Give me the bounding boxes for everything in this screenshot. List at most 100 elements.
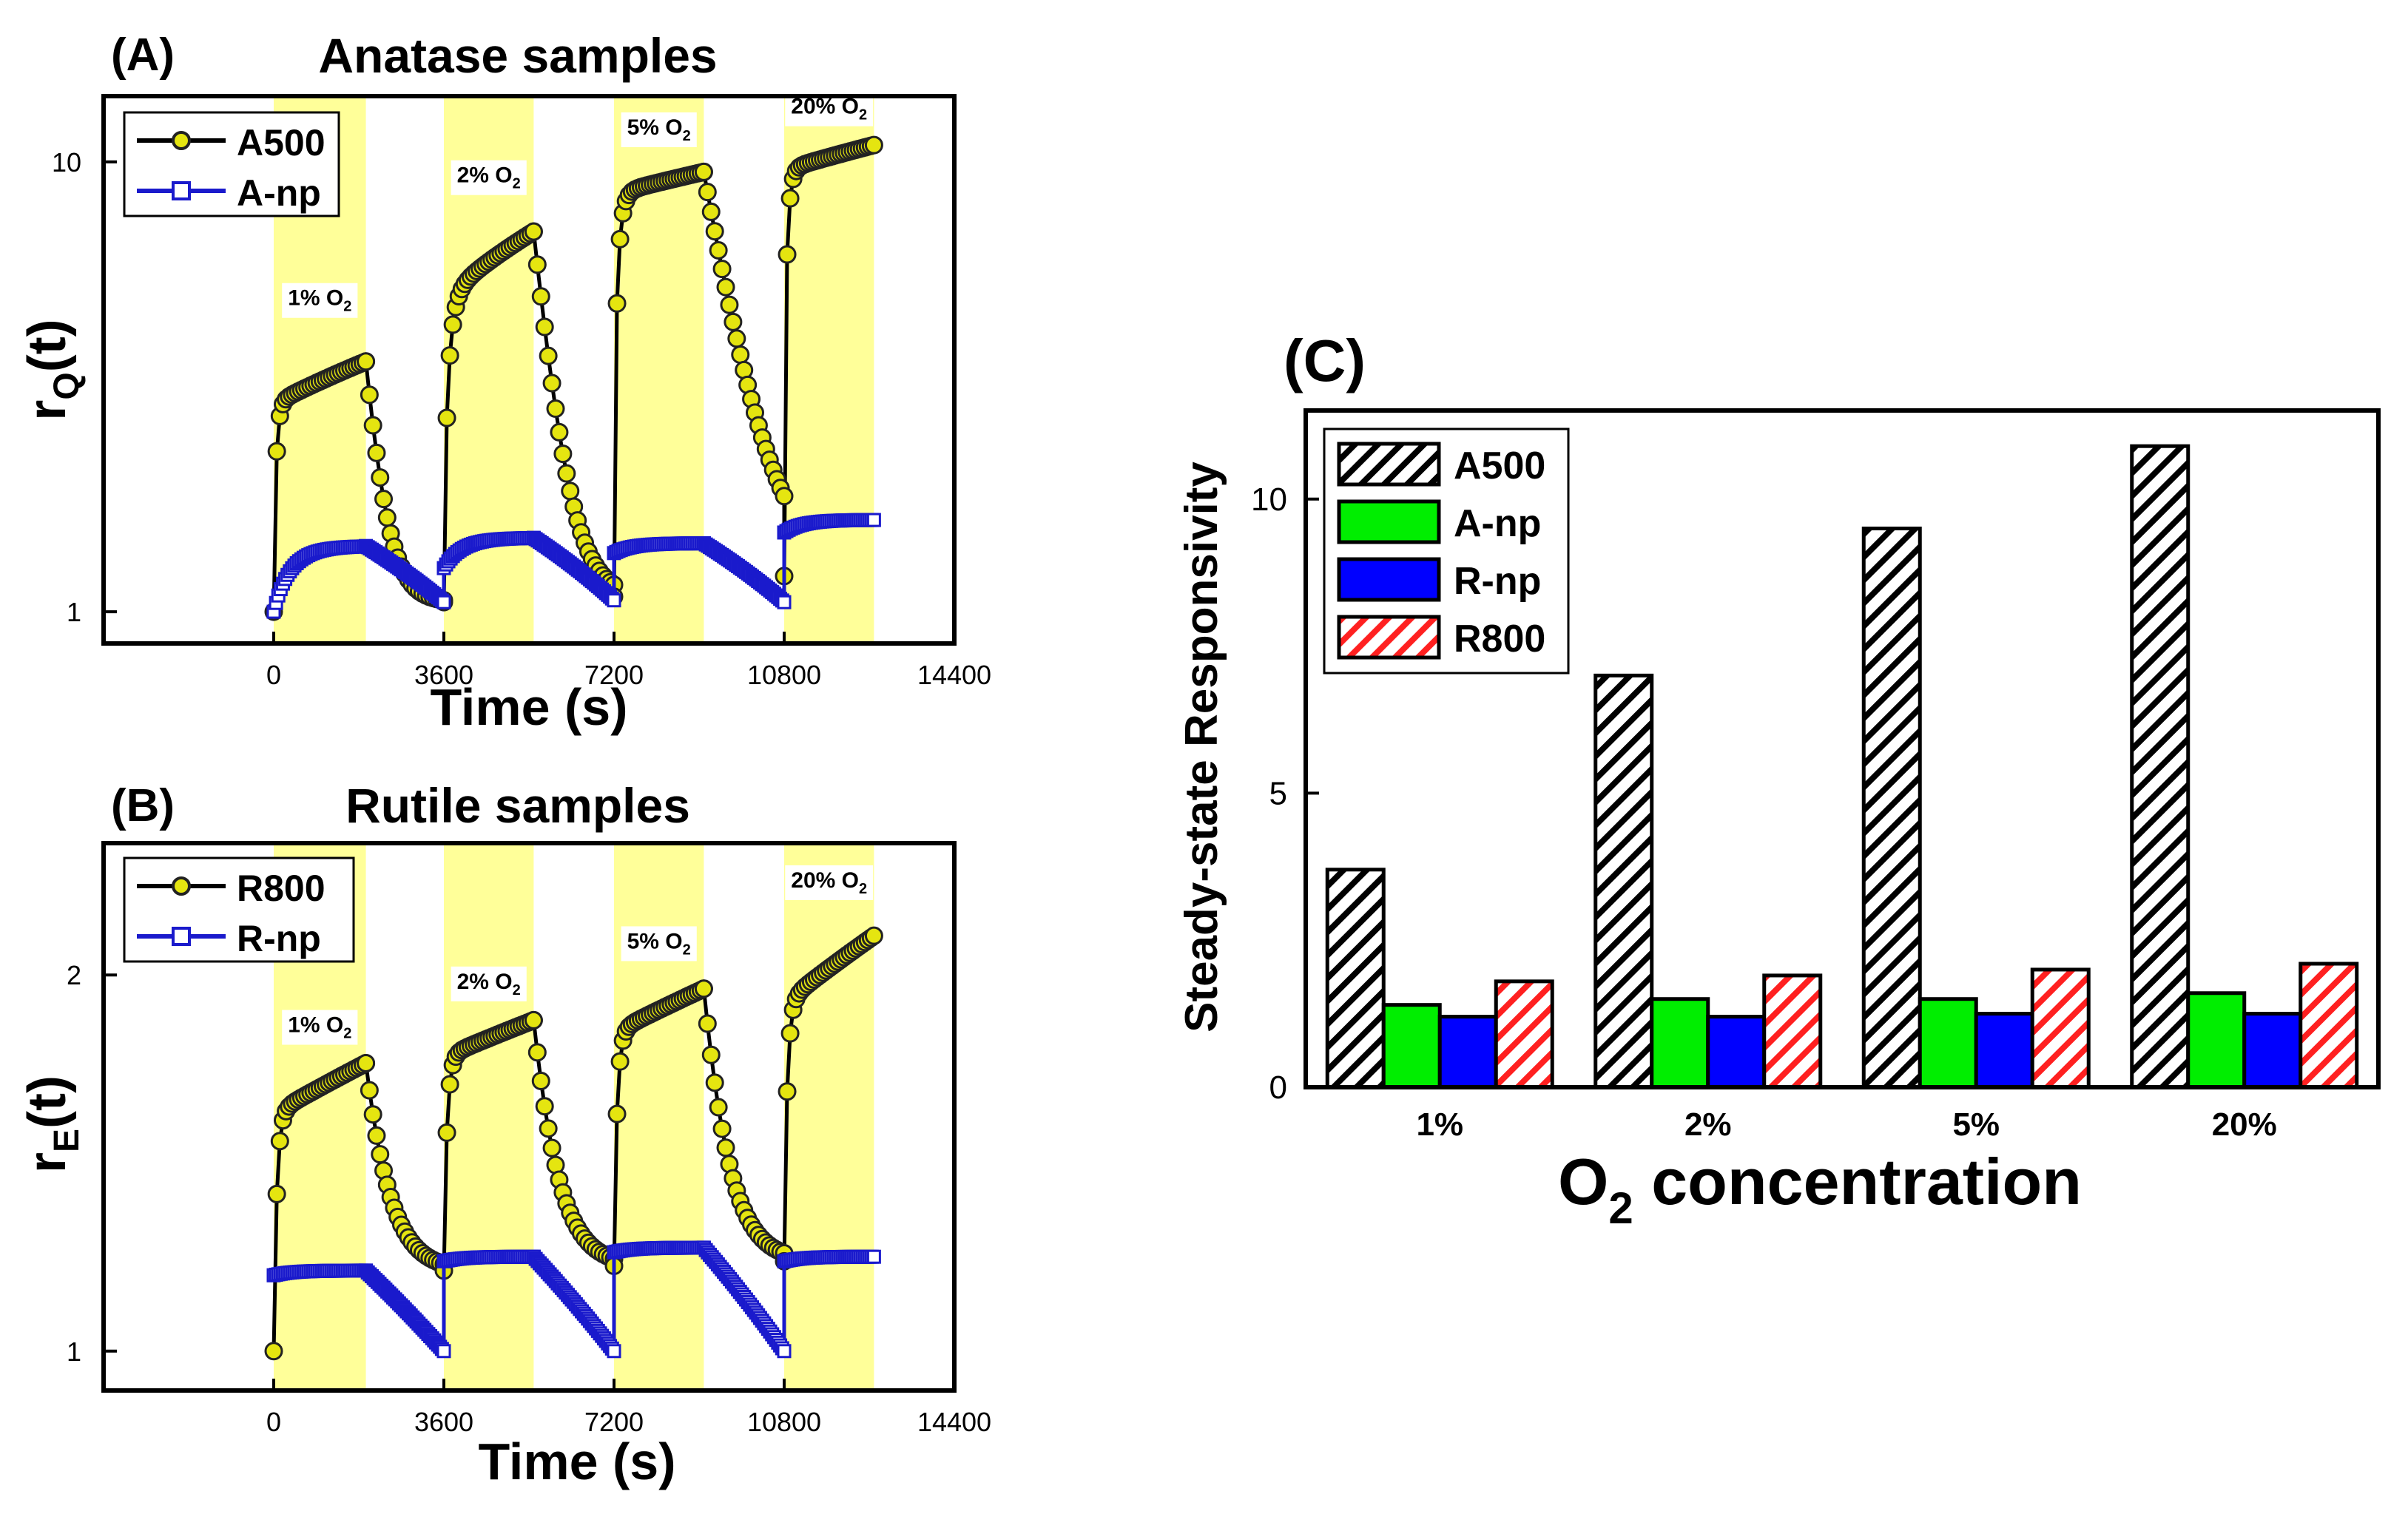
panel-b-r800-point xyxy=(780,1024,800,1043)
bar-r800-2pct xyxy=(1762,973,1823,1089)
panel-c-y-tick-label: 10 xyxy=(1251,481,1287,518)
panel-b-x-tick-label: 7200 xyxy=(584,1407,644,1437)
panel-b-r800-point xyxy=(607,1104,627,1123)
panel-a-phase-band-4 xyxy=(784,98,874,641)
panel-a-a500-point xyxy=(437,408,456,427)
panel-b-phase-label-2: 2% O2 xyxy=(457,970,521,998)
panel-b-phase-labels: 1% O2 2% O2 5% O2 20% O2 xyxy=(282,865,874,1045)
panel-b-r800-point xyxy=(698,1014,717,1033)
panel-a-a500-point xyxy=(775,487,794,506)
panel-b-phase-label-3: 5% O2 xyxy=(627,929,691,958)
panel-b-y-axis: 12 xyxy=(67,960,117,1367)
panel-c-y-label: Steady-state Responsivity xyxy=(1176,462,1227,1033)
panel-c-x-axis: 1% 2% 5% 20% xyxy=(1416,1075,2277,1143)
legend-r800-marker xyxy=(172,876,191,896)
panel-a-a-np-point xyxy=(436,595,451,609)
panel-c-y-axis: 0 5 10 xyxy=(1251,481,1319,1106)
bar-a-np-5pct xyxy=(1918,997,1978,1089)
panel-a-a500-point xyxy=(701,202,721,221)
panel-b-r800-point xyxy=(527,1043,547,1062)
panel-a-a500-point xyxy=(550,422,569,442)
bar-a-np-1pct xyxy=(1381,1003,1442,1089)
panel-a-a500-point xyxy=(720,295,739,314)
panel-b-title: Rutile samples xyxy=(345,778,690,833)
panel-b-x-tick-label: 10800 xyxy=(747,1407,821,1437)
panel-c-label: (C) xyxy=(1284,328,1366,393)
panel-a-a500-point xyxy=(371,468,390,487)
panel-b-y-label: rE(t) xyxy=(18,1075,87,1173)
panel-c: (C) 1% 2% 5% 20% 0 5 10 Steady-state Responsi… xyxy=(1176,328,2381,1233)
legend-a500-label: A500 xyxy=(237,122,326,163)
bar-r-np-20pct xyxy=(2242,1012,2303,1089)
panel-c-category-label: 20% xyxy=(2212,1106,2277,1143)
panel-b-x-axis: 0 3600 7200 10800 14400 xyxy=(266,1379,991,1437)
panel-b-r800-point xyxy=(712,1119,732,1138)
bar-a500-2pct xyxy=(1593,673,1654,1089)
panel-a-a500-point xyxy=(374,490,394,509)
panel-a-a500-point xyxy=(778,245,797,264)
panel-b-r800-point xyxy=(264,1342,283,1361)
panel-a-a500-point xyxy=(357,352,376,371)
panel-c-legend: A500 A-np R-np R800 xyxy=(1323,427,1570,675)
panel-c-category-label: 2% xyxy=(1684,1106,1732,1143)
bar-r-np-5pct xyxy=(1974,1012,2034,1089)
legend-c-rnp-label: R-np xyxy=(1454,560,1541,603)
panel-b-phase-label-3-bg xyxy=(621,926,697,962)
panel-b-r800-point xyxy=(360,1081,379,1100)
panel-b-y-tick-label: 1 xyxy=(67,1336,81,1367)
panel-a-a500-point xyxy=(527,255,547,274)
panel-a-a500-point xyxy=(731,345,750,364)
panel-b-r800-point xyxy=(367,1126,386,1145)
bar-r800-1pct xyxy=(1494,979,1554,1089)
panel-c-y-tick-label: 5 xyxy=(1269,775,1287,811)
panel-b-r-np-point xyxy=(436,1344,451,1359)
panel-a-phase-label-3-bg xyxy=(621,112,697,147)
panel-a-legend: A500 A-np xyxy=(123,111,340,217)
panel-a-a500-point xyxy=(377,508,397,527)
panel-a-y-label: rQ(t) xyxy=(18,319,87,420)
panel-a-legend-box xyxy=(123,111,340,217)
panel-b-phase-label-2-bg xyxy=(451,966,527,1001)
panel-b-y-tick-label: 2 xyxy=(67,960,81,990)
panel-a-phase-label-3: 5% O2 xyxy=(627,115,691,144)
panel-a-x-tick-label: 14400 xyxy=(917,660,991,690)
panel-b-r-np-point xyxy=(866,1249,881,1264)
panel-b-r800-point xyxy=(357,1053,376,1072)
panel-b-label: (B) xyxy=(111,780,175,831)
panel-a-phase-label-2: 2% O2 xyxy=(457,163,521,192)
bar-a500-5pct xyxy=(1861,527,1922,1089)
panel-a-x-tick-label: 10800 xyxy=(747,660,821,690)
panel-a-a500-point xyxy=(712,260,732,279)
panel-b-r800-point xyxy=(270,1132,289,1151)
panel-c-category-label: 1% xyxy=(1416,1106,1463,1143)
panel-b-r800-point xyxy=(539,1119,558,1138)
panel-a-label: (A) xyxy=(111,30,175,81)
panel-a-x-label: Time (s) xyxy=(430,678,627,736)
panel-b-legend: R800 R-np xyxy=(123,856,355,963)
panel-b-legend-box xyxy=(123,856,355,963)
panel-a-a500-point xyxy=(553,445,573,464)
panel-b-r800-point xyxy=(701,1045,721,1064)
bar-r-np-2pct xyxy=(1706,1015,1767,1089)
panel-a-a500-point xyxy=(267,442,286,461)
panel-a-a500-point xyxy=(698,183,717,202)
panel-a-a500-point xyxy=(607,294,627,313)
legend-anp-label: A-np xyxy=(237,172,321,214)
panel-b-plot-frame xyxy=(101,841,957,1393)
panel-b-x-tick-label: 3600 xyxy=(414,1407,473,1437)
panel-b-r800-point xyxy=(716,1138,735,1158)
panel-a-a500-point xyxy=(367,443,386,462)
panel-b-phase-band-2 xyxy=(444,845,534,1388)
panel-b-x-tick-label: 0 xyxy=(266,1407,281,1437)
panel-a-phase-label-1: 1% O2 xyxy=(288,286,351,315)
legend-anp-marker xyxy=(172,181,191,200)
panel-b-r800-point xyxy=(363,1105,382,1124)
legend-c-rnp-swatch xyxy=(1337,557,1441,602)
panel-b-r800-point xyxy=(437,1123,456,1142)
bar-a-np-20pct xyxy=(2186,991,2247,1089)
panel-b-r800-point xyxy=(709,1098,728,1117)
bar-r800-20pct xyxy=(2299,962,2359,1089)
panel-a-a500-point xyxy=(724,312,743,331)
bar-r-np-1pct xyxy=(1437,1015,1498,1089)
panel-a-title: Anatase samples xyxy=(318,28,717,83)
